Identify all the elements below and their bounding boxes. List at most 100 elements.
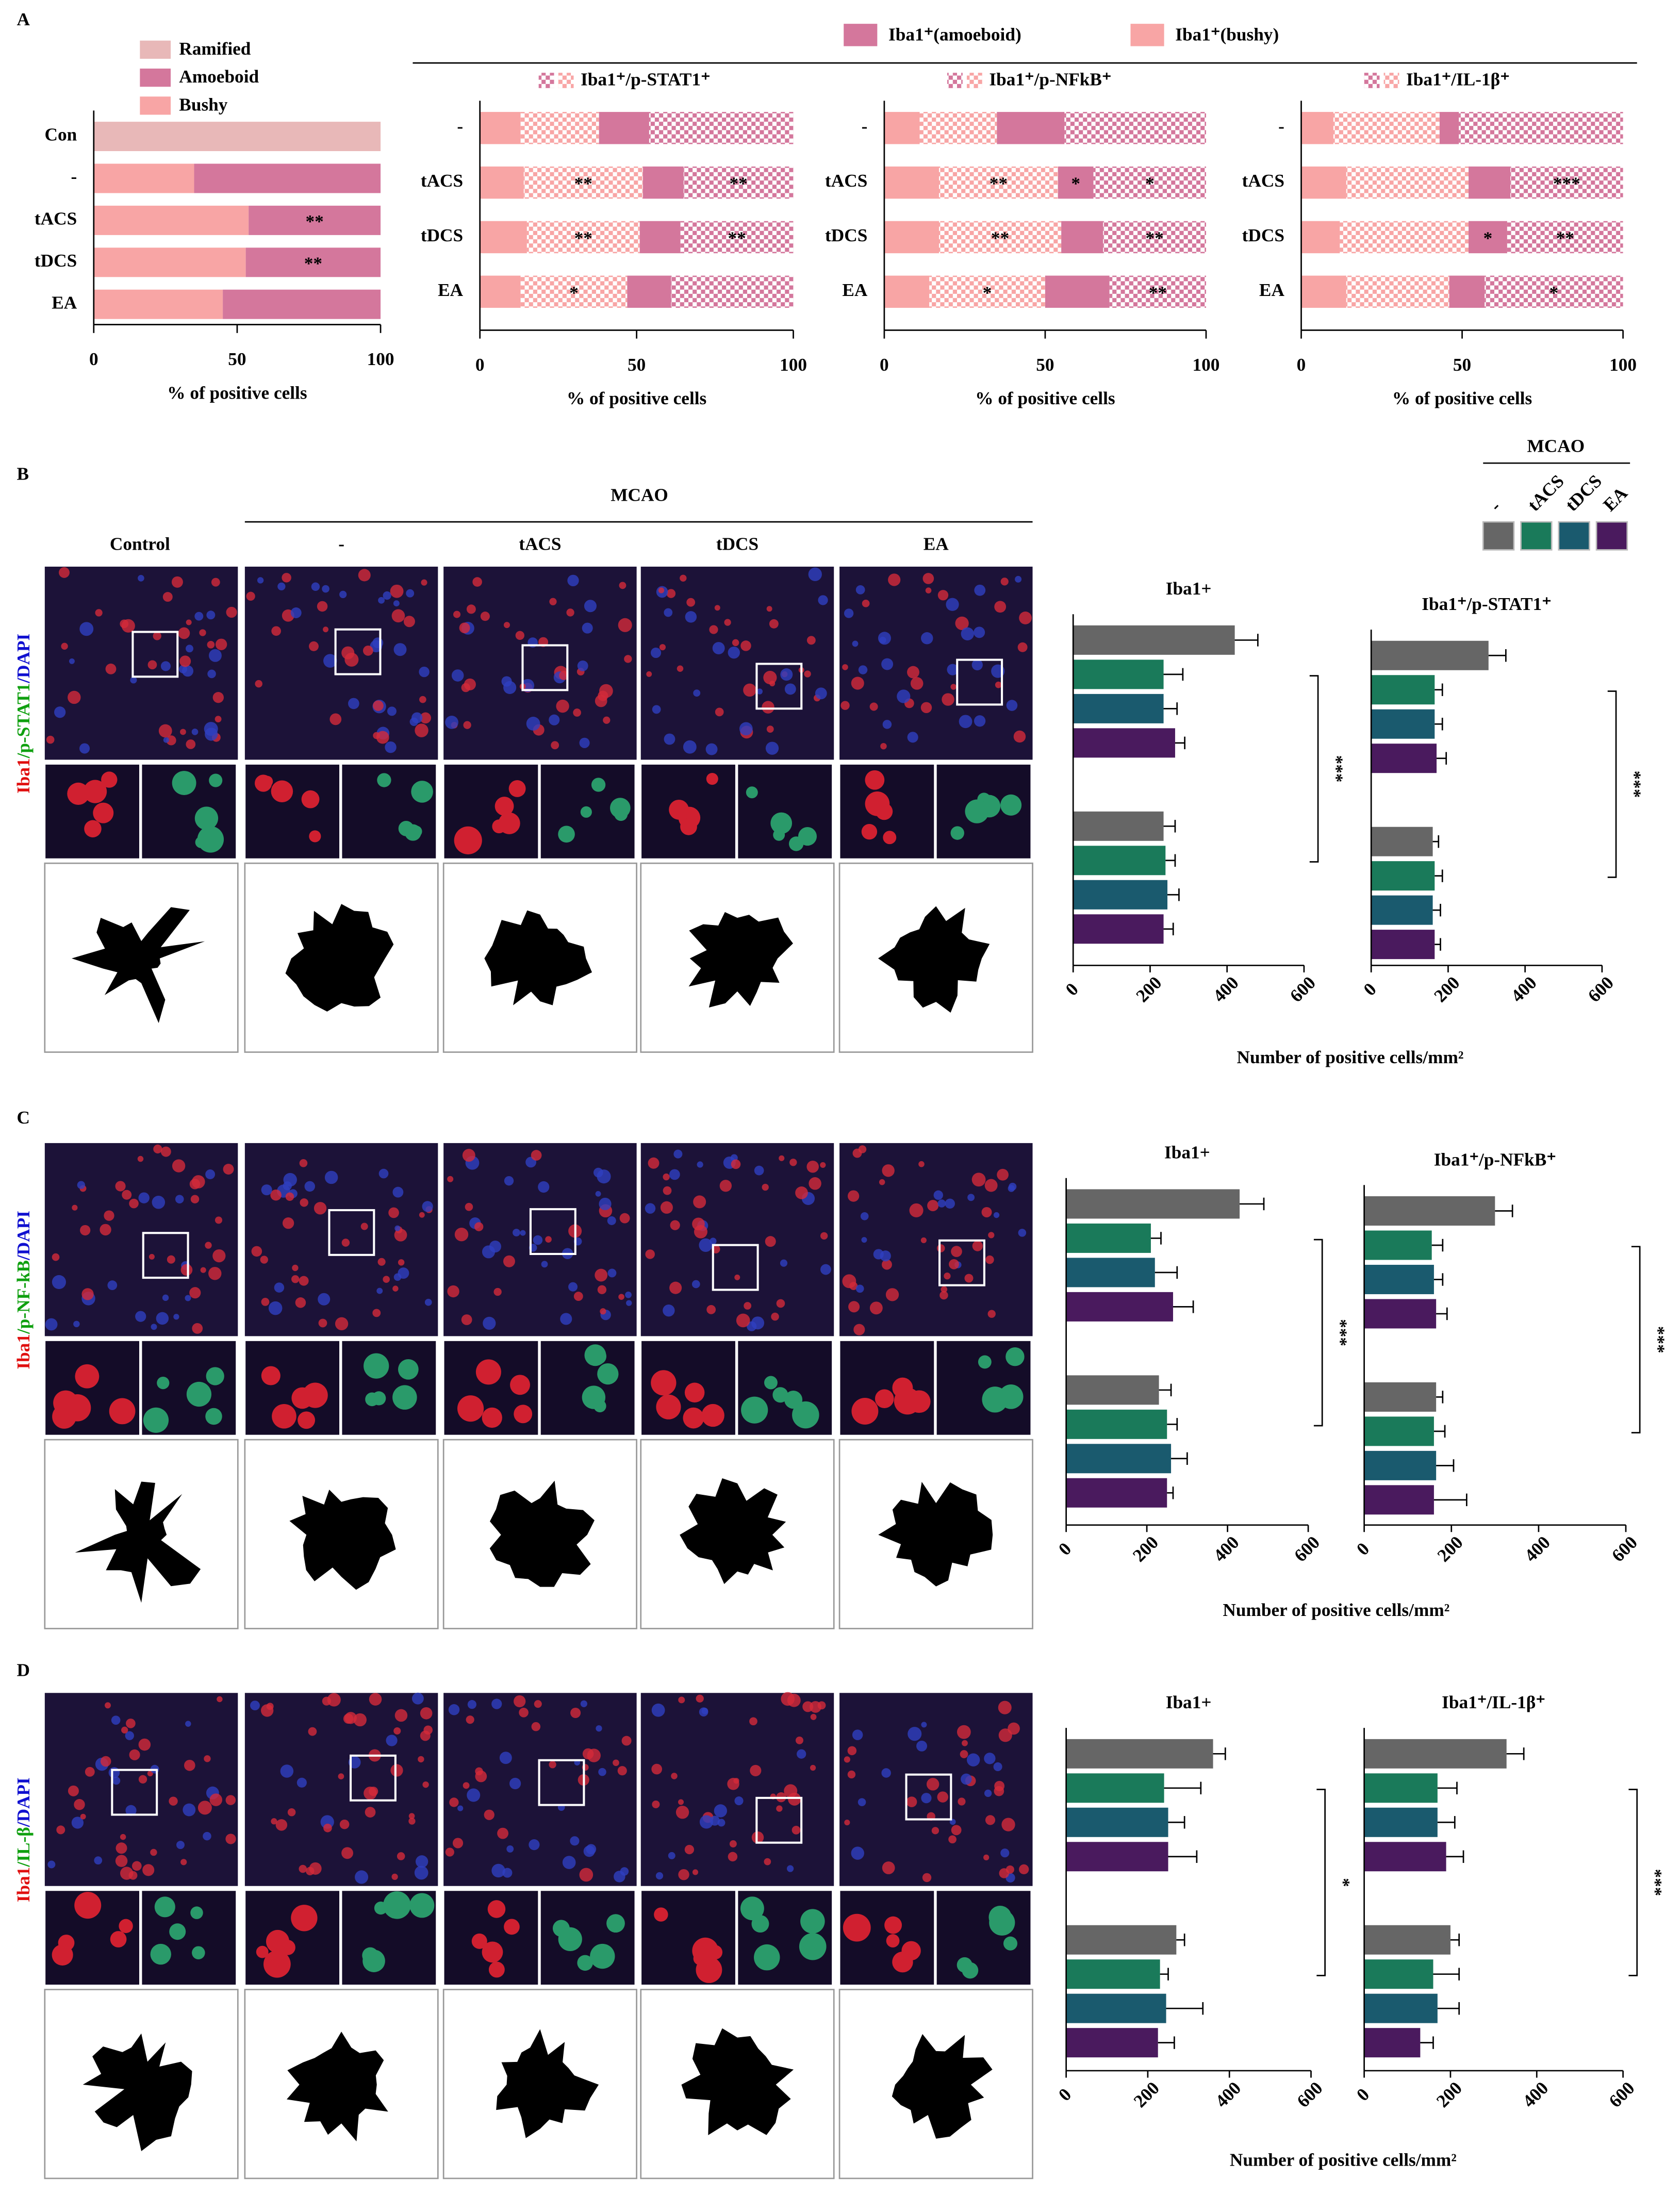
cell xyxy=(147,660,157,670)
x-tick-label: 0 xyxy=(475,355,485,375)
cell xyxy=(882,1259,892,1270)
x-axis-label: % of positive cells xyxy=(567,388,706,408)
cell xyxy=(625,1291,632,1298)
cell xyxy=(466,1715,474,1724)
cell xyxy=(624,655,632,663)
inset-cell xyxy=(261,1366,281,1385)
cell-silhouette xyxy=(286,2032,388,2141)
cell xyxy=(983,1854,990,1861)
bar xyxy=(1364,1925,1450,1955)
cell xyxy=(931,1827,939,1835)
cell xyxy=(780,1259,788,1267)
x-tick-label: 200 xyxy=(1130,2078,1163,2111)
cell xyxy=(327,1693,341,1707)
cell xyxy=(971,1173,986,1187)
legend-label: Iba1⁺/p-NFkB⁺ xyxy=(989,69,1111,89)
cell xyxy=(421,579,427,586)
cell xyxy=(376,1287,383,1294)
bar-segment xyxy=(93,289,223,319)
cell xyxy=(754,1165,764,1176)
bar xyxy=(1371,861,1435,891)
cell xyxy=(299,1864,307,1873)
cell xyxy=(406,589,415,598)
cell xyxy=(810,1764,816,1771)
inset-cell xyxy=(157,1376,170,1390)
legend-swatch xyxy=(1130,24,1164,46)
row-label: Iba1/p-NF-kB/DAPI xyxy=(13,1211,34,1369)
inset-cell xyxy=(597,1363,619,1385)
bar xyxy=(1073,880,1168,910)
cell xyxy=(573,1292,583,1301)
inset-cell xyxy=(272,1404,296,1429)
cell xyxy=(419,696,426,703)
cell xyxy=(69,658,75,664)
category-label: - xyxy=(457,116,463,136)
cell xyxy=(597,1169,611,1184)
bar xyxy=(1371,709,1435,739)
cell xyxy=(378,1168,389,1179)
inset-cell xyxy=(365,1392,379,1407)
cell xyxy=(964,1274,974,1283)
bar-segment xyxy=(1093,166,1206,199)
cell xyxy=(169,1796,178,1806)
cell xyxy=(699,1238,713,1252)
cell xyxy=(420,712,432,724)
cell xyxy=(158,724,172,738)
inset-cell xyxy=(409,1893,435,1918)
bar xyxy=(1066,1739,1213,1769)
bar xyxy=(1364,1416,1434,1446)
cell xyxy=(568,1282,578,1292)
cell xyxy=(291,1275,300,1283)
row-label-part: Iba1 xyxy=(13,1334,34,1369)
cell xyxy=(138,1738,151,1751)
legend-label: tDCS xyxy=(1561,471,1606,515)
inset-cell xyxy=(298,1411,316,1429)
cell xyxy=(939,1291,948,1300)
cell xyxy=(323,626,328,633)
cell xyxy=(300,1198,308,1207)
roi-box xyxy=(755,663,803,710)
cell xyxy=(733,1778,739,1784)
cell xyxy=(277,582,286,591)
cell xyxy=(614,1871,625,1883)
cell xyxy=(255,680,262,688)
cell xyxy=(387,706,397,716)
bar-segment xyxy=(1301,221,1340,254)
bar xyxy=(1364,1382,1437,1412)
cell xyxy=(660,1201,673,1214)
cell xyxy=(116,1842,127,1854)
bar-segment xyxy=(1058,166,1094,199)
cell xyxy=(394,1228,407,1242)
cell xyxy=(46,735,55,744)
cell xyxy=(447,1285,459,1298)
cell xyxy=(372,1309,381,1317)
cell xyxy=(795,1186,808,1199)
cell xyxy=(403,616,415,628)
bar xyxy=(1066,1223,1151,1253)
cell xyxy=(191,729,199,735)
cell xyxy=(385,741,397,753)
cell xyxy=(383,591,391,600)
cell xyxy=(847,1746,857,1756)
inset-cell xyxy=(962,1962,979,1979)
inset-cell xyxy=(701,1404,724,1427)
cell xyxy=(820,1162,826,1168)
x-tick-label: 200 xyxy=(1430,972,1464,1006)
legend-label: Bushy xyxy=(179,94,227,114)
cell xyxy=(756,688,763,695)
cell xyxy=(714,605,720,611)
inset-cell xyxy=(577,1955,593,1971)
bar xyxy=(1073,659,1164,689)
legend-label: EA xyxy=(1600,483,1632,516)
inset xyxy=(44,763,141,860)
cell xyxy=(549,1761,556,1769)
cell xyxy=(74,1799,85,1810)
cell xyxy=(324,1170,338,1184)
cell xyxy=(292,1264,299,1272)
x-tick-label: 0 xyxy=(880,355,889,375)
cell xyxy=(706,1305,716,1314)
cell xyxy=(72,1204,78,1211)
bar-segment xyxy=(526,221,640,254)
bar-segment xyxy=(1301,112,1333,144)
cell xyxy=(659,644,666,651)
